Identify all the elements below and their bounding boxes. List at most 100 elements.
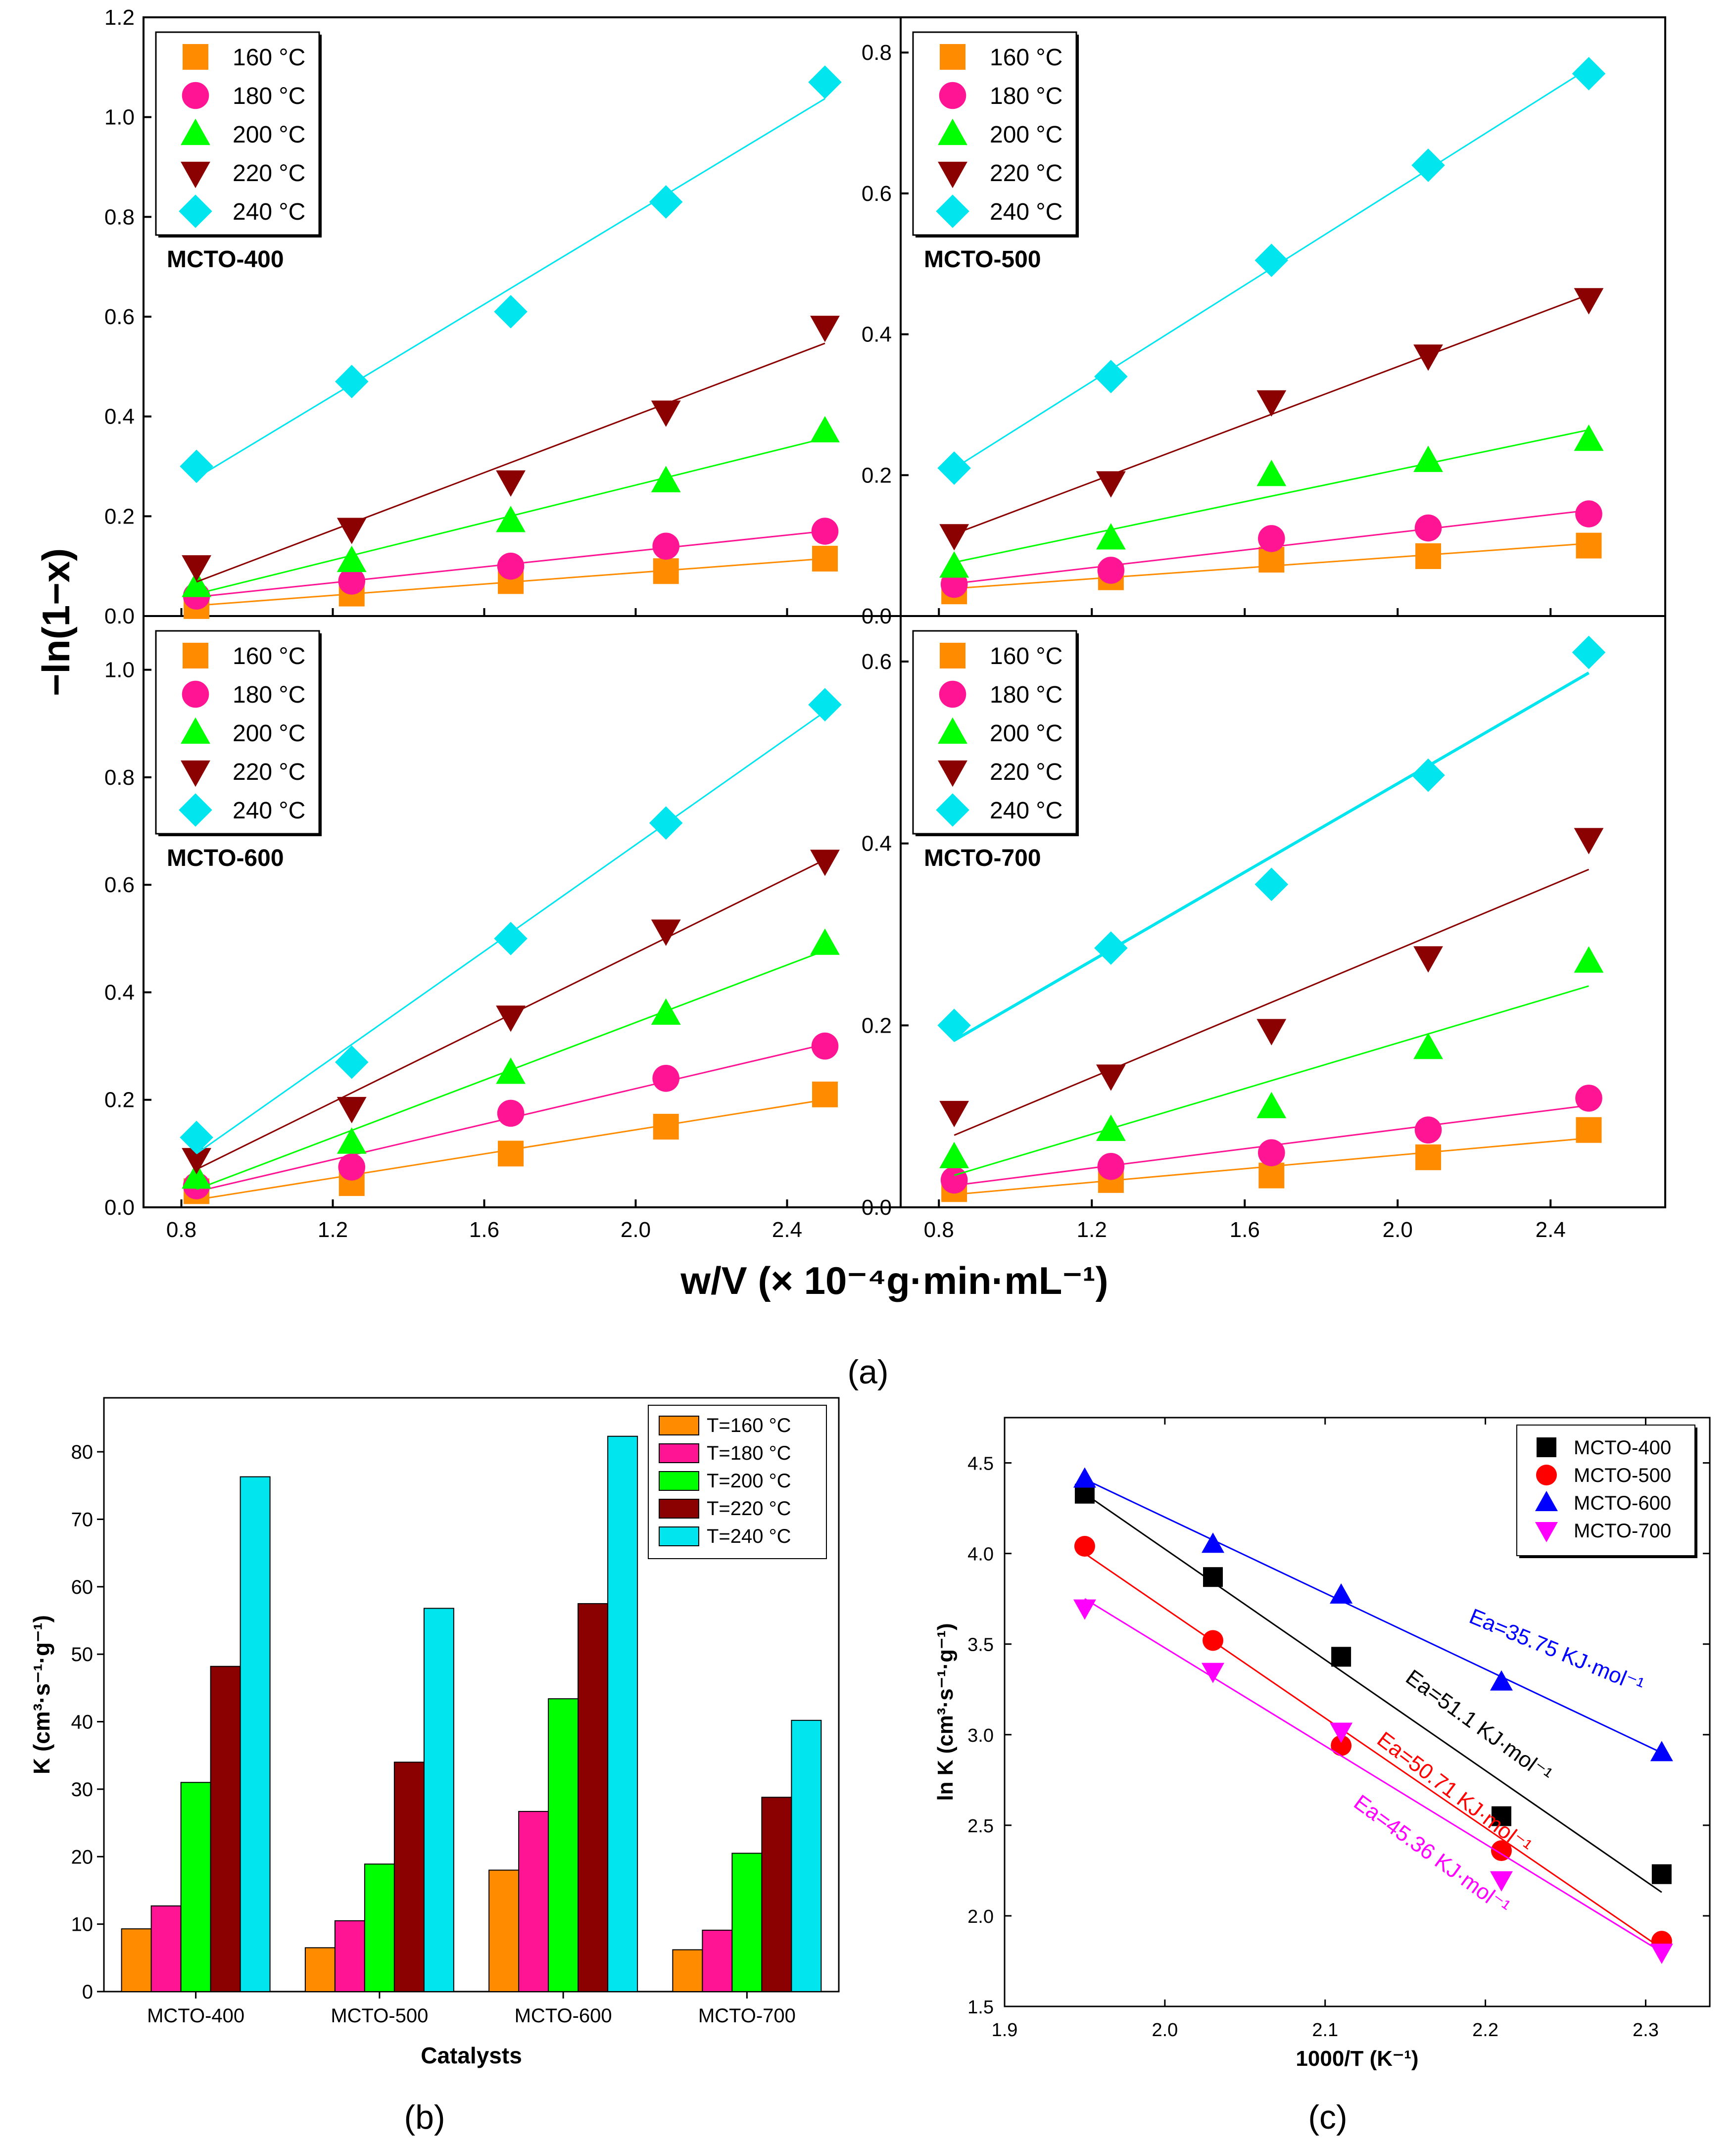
data-point: [1096, 523, 1126, 550]
data-point: [1203, 1567, 1223, 1587]
data-point: [180, 449, 213, 483]
data-point: [335, 365, 369, 398]
bar: [150, 1905, 182, 1992]
data-point: [338, 568, 366, 595]
legend-label: 160 °C: [233, 45, 305, 71]
data-point: [651, 466, 681, 492]
x-tick-label: 2.0: [621, 1218, 651, 1242]
legend-marker: [938, 118, 967, 145]
legend-label: 220 °C: [233, 160, 305, 187]
data-point: [1202, 1663, 1225, 1683]
bar: [393, 1762, 425, 1992]
bar: [702, 1929, 733, 1993]
y-tick-label: 1.5: [967, 1997, 994, 2018]
panel-c-label: (c): [1308, 2098, 1347, 2136]
x-tick-label: 2.0: [1383, 1218, 1413, 1242]
legend-label: T=200 °C: [707, 1470, 791, 1492]
legend-label: T=220 °C: [707, 1498, 791, 1520]
legend-label: 240 °C: [990, 199, 1062, 225]
y-tick-label: 1.0: [104, 105, 135, 130]
data-point: [338, 1153, 366, 1181]
x-tick-label: 1.2: [318, 1218, 348, 1242]
data-point: [1413, 445, 1443, 472]
data-point: [1074, 1535, 1095, 1557]
x-tick-label: 1.6: [1230, 1218, 1260, 1242]
data-point: [180, 1120, 213, 1154]
data-point: [182, 555, 211, 582]
legend-label: 180 °C: [990, 83, 1062, 109]
data-point: [1413, 946, 1443, 973]
data-point: [1258, 1139, 1285, 1166]
legend-marker: [1535, 1491, 1558, 1511]
y-tick-label: 2.0: [967, 1906, 994, 1927]
data-point: [496, 470, 526, 497]
data-point: [1254, 243, 1289, 277]
fit-line: [196, 98, 825, 479]
x-tick-label: MCTO-600: [515, 2005, 612, 2027]
y-tick-label: 60: [71, 1576, 94, 1598]
legend-label: 160 °C: [990, 45, 1062, 71]
legend-swatch: [659, 1526, 699, 1546]
data-point: [1331, 1735, 1352, 1756]
y-tick-label: 0.2: [104, 1088, 135, 1112]
data-point: [1490, 1670, 1513, 1691]
data-point: [1491, 1840, 1512, 1861]
legend-marker: [181, 760, 210, 787]
legend-swatch: [659, 1499, 699, 1519]
data-point: [1574, 946, 1604, 973]
y-tick-label: 0.4: [104, 405, 135, 429]
data-point: [811, 518, 839, 545]
x-tick-label: 2.4: [772, 1218, 802, 1242]
y-tick-label: 50: [71, 1644, 94, 1666]
fit-line: [954, 868, 1590, 1136]
data-point: [651, 400, 681, 427]
legend-marker: [939, 82, 966, 109]
data-point: [1413, 344, 1443, 371]
x-tick-label: 1.2: [1077, 1218, 1107, 1242]
subplot-mcto-500: 0.0 0.2 0.4 0.6 0.8 160 °C 180 °C 200 °C 220 °C 2…: [862, 31, 1606, 628]
y-tick-label: 0.2: [862, 1013, 892, 1038]
data-point: [1203, 1630, 1224, 1651]
y-tick-label: 0.0: [862, 1195, 892, 1220]
data-point: [1411, 758, 1445, 792]
y-tick-label: 4.0: [967, 1544, 994, 1565]
y-tick-label: 0.6: [104, 873, 135, 897]
data-point: [337, 545, 367, 572]
data-point: [1650, 1741, 1673, 1762]
legend-label: 200 °C: [233, 720, 305, 747]
y-tick-label: 0.4: [862, 832, 892, 856]
data-point: [1096, 1114, 1126, 1141]
y-tick-label: 70: [71, 1509, 94, 1530]
y-tick-label: 0.6: [862, 182, 892, 206]
data-point: [1415, 543, 1442, 569]
legend-label: T=160 °C: [707, 1415, 791, 1436]
data-point: [1094, 931, 1128, 965]
subplot-label: MCTO-500: [924, 246, 1041, 273]
data-point: [337, 518, 367, 544]
data-point: [494, 922, 528, 955]
data-point: [1094, 360, 1128, 393]
bar: [210, 1666, 241, 1992]
panel-a-label: (a): [847, 1353, 888, 1391]
y-axis-title: K (cm³·s⁻¹·g⁻¹): [29, 1615, 54, 1774]
x-tick-label: 1.9: [992, 2020, 1018, 2041]
y-tick-label: 80: [71, 1441, 94, 1463]
data-point: [337, 1096, 367, 1124]
y-tick-label: 1.2: [104, 5, 135, 30]
bar: [304, 1947, 336, 1992]
data-point: [1073, 1467, 1096, 1488]
data-point: [1650, 1944, 1673, 1964]
y-axis-title: −ln(1−x): [34, 548, 78, 696]
y-tick-label: 20: [71, 1846, 94, 1868]
data-point: [1256, 390, 1287, 417]
data-point: [1258, 1162, 1285, 1189]
legend-label: 220 °C: [990, 759, 1062, 785]
legend-marker: [936, 793, 969, 827]
data-point: [1574, 288, 1604, 315]
subplot-mcto-700: 0.0 0.2 0.4 0.6 0.8 1.2 1.6 2.0 2.4 160 °C 180 °C 2…: [862, 630, 1606, 1242]
legend-marker: [939, 680, 966, 708]
panel-b-label: (b): [404, 2098, 445, 2136]
data-point: [652, 1064, 679, 1092]
bar: [672, 1949, 703, 1993]
